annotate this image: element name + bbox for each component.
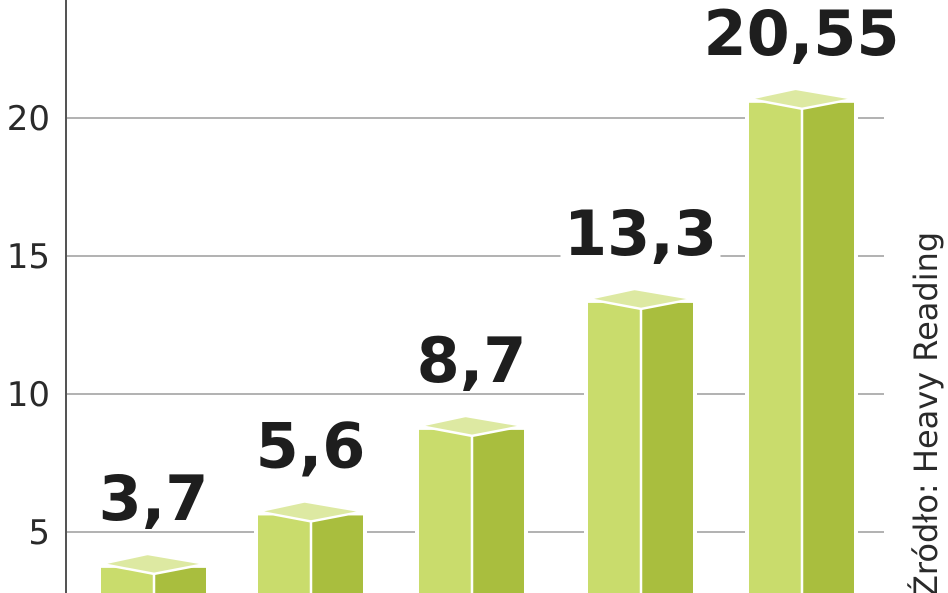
source-credit: Źródło: Heavy Reading xyxy=(907,232,945,593)
bar xyxy=(97,548,210,593)
bars xyxy=(97,83,858,593)
value-label: 13,3 xyxy=(564,197,717,270)
bar-front-face xyxy=(419,429,472,593)
value-label: 20,55 xyxy=(703,0,899,70)
y-tick-label: 10 xyxy=(7,375,50,415)
bar-side-face xyxy=(472,429,524,593)
bar-front-face xyxy=(749,102,802,593)
bar xyxy=(745,83,858,593)
bar-top-face xyxy=(256,500,365,523)
bar-front-face xyxy=(588,302,641,593)
bar-side-face xyxy=(311,515,363,593)
value-labels: 3,7 5,6 8,7 13,3 20,55 xyxy=(92,0,900,535)
y-tick-label: 5 xyxy=(28,513,50,553)
bar-side-face xyxy=(641,302,693,593)
bar-top-face xyxy=(747,87,856,111)
value-label-backing xyxy=(249,413,372,476)
bar xyxy=(254,496,367,593)
bar-top-face xyxy=(99,552,208,576)
y-axis-ticks: 5 10 15 20 25 xyxy=(7,0,50,553)
bar xyxy=(584,283,697,593)
y-tick-label: 25 xyxy=(7,0,50,1)
value-label-backing xyxy=(92,465,215,528)
bar xyxy=(415,410,528,593)
value-label-backing xyxy=(410,327,533,390)
value-label: 3,7 xyxy=(99,462,209,535)
value-label-backing xyxy=(560,200,721,263)
bar-side-face xyxy=(802,102,854,593)
y-tick-label: 15 xyxy=(7,237,50,277)
y-tick-label: 20 xyxy=(7,99,50,139)
value-label: 8,7 xyxy=(417,324,527,397)
bar-top-face xyxy=(586,287,695,311)
value-label: 5,6 xyxy=(256,409,366,482)
bar-front-face xyxy=(258,515,311,593)
value-label-backing xyxy=(703,0,900,63)
bar-top-face xyxy=(417,414,526,438)
